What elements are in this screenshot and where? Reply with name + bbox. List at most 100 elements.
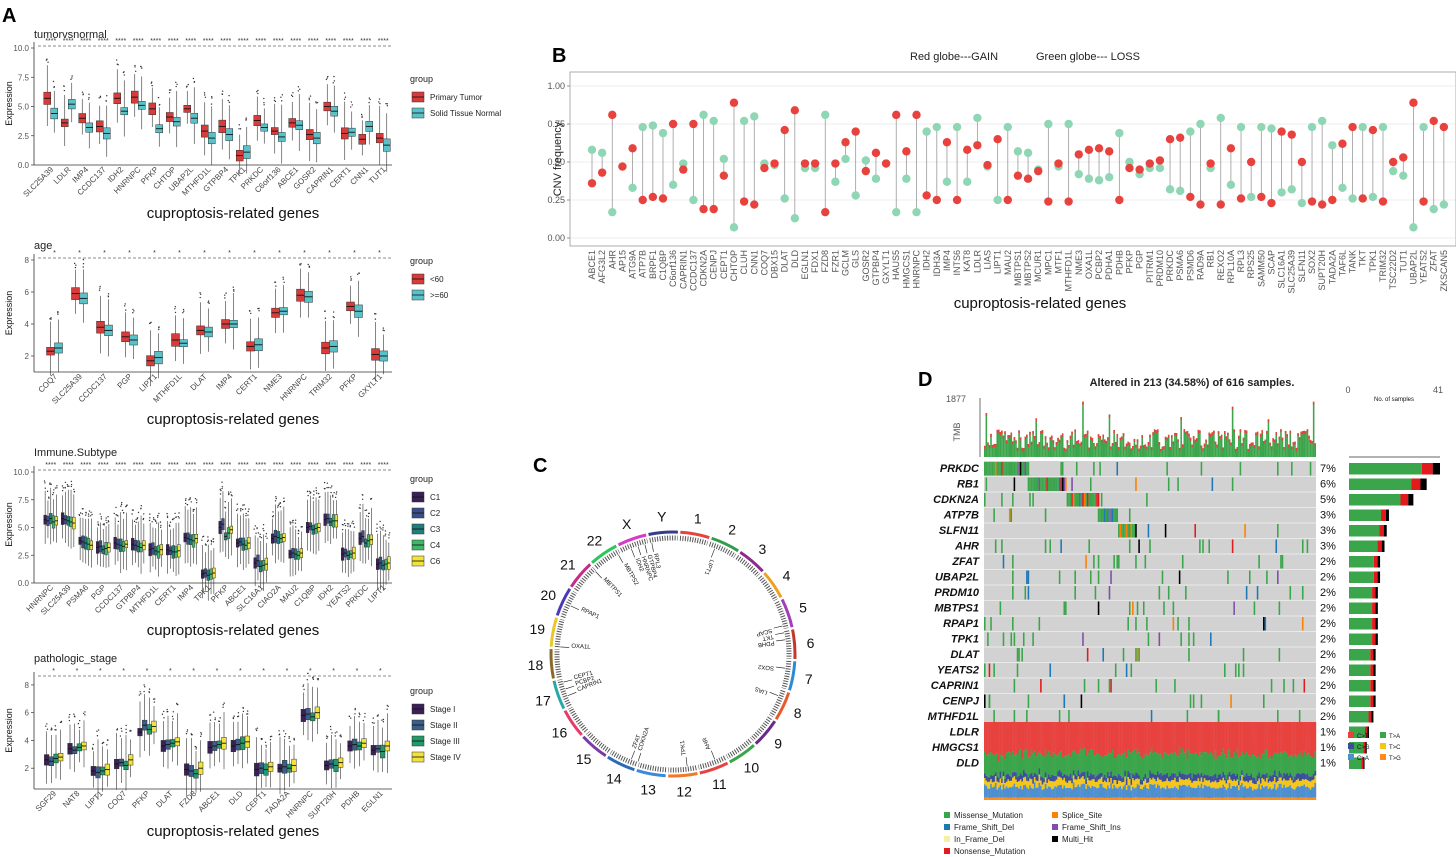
outlier-point	[70, 480, 73, 483]
significance-stars: *	[153, 250, 156, 257]
tmb-bar	[1061, 433, 1064, 457]
titv-segment	[1105, 755, 1108, 778]
tmb-bar	[1141, 435, 1143, 457]
titv-segment	[1277, 776, 1279, 782]
sample-count-bar-seg	[1372, 587, 1376, 599]
mutation-cell	[996, 462, 999, 476]
chromosome-label: 20	[541, 587, 557, 603]
titv-segment	[1161, 722, 1164, 759]
tmb-bar-top	[1105, 440, 1108, 444]
mutation-cell	[1075, 462, 1078, 476]
outlier-point	[70, 485, 73, 488]
titv-segment	[994, 753, 997, 773]
titv-segment	[1242, 722, 1245, 755]
outlier-point	[73, 713, 75, 715]
outlier-point	[210, 543, 213, 545]
outlier-point	[344, 96, 347, 98]
titv-segment	[1298, 755, 1301, 774]
outlier-point	[335, 491, 338, 493]
titv-segment	[1052, 775, 1055, 782]
titv-segment	[1127, 777, 1130, 786]
titv-segment	[1239, 776, 1242, 781]
tmb-bar	[1110, 446, 1112, 457]
tmb-bar-top	[1008, 435, 1011, 439]
significance-stars: ****	[273, 462, 284, 469]
significance-stars: ****	[45, 462, 56, 469]
titv-segment	[984, 773, 986, 779]
titv-segment	[1049, 722, 1052, 756]
outlier-point	[125, 724, 127, 727]
titv-segment	[1100, 722, 1103, 757]
mutation-cell	[1200, 694, 1203, 708]
significance-stars: *	[262, 668, 265, 675]
outlier-point	[148, 322, 151, 325]
outlier-point	[256, 727, 259, 729]
tmb-bar-top	[1255, 432, 1257, 436]
loss-point-psmd6	[1186, 127, 1195, 136]
x-tick-label: REXO2	[1216, 250, 1226, 281]
titv-segment	[1099, 778, 1102, 784]
ideogram-band	[560, 590, 578, 619]
outlier-point	[343, 92, 346, 94]
outlier-point	[107, 293, 110, 295]
outlier-point	[199, 292, 201, 294]
titv-segment	[996, 753, 999, 777]
gain-point-gls	[851, 127, 860, 136]
titv-segment	[1041, 797, 1044, 800]
outlier-point	[233, 290, 235, 292]
titv-segment	[1094, 797, 1097, 800]
tmb-bar-top	[1107, 437, 1109, 441]
titv-segment	[998, 782, 1000, 788]
titv-segment	[1082, 797, 1084, 800]
titv-segment	[1169, 753, 1172, 776]
tmb-bar-top	[1185, 431, 1187, 435]
tmb-bar	[1238, 435, 1240, 457]
titv-segment	[1263, 774, 1265, 780]
outlier-point	[57, 311, 59, 313]
titv-segment	[1024, 784, 1027, 798]
titv-segment	[1314, 775, 1317, 783]
tmb-bar	[1292, 442, 1295, 457]
x-tick-label: FZD8	[820, 250, 830, 273]
titv-segment	[1150, 773, 1153, 780]
titv-segment	[1273, 722, 1276, 753]
titv-segment	[1210, 751, 1212, 776]
tmb-bar-top	[1066, 440, 1069, 444]
titv-segment	[1186, 722, 1189, 760]
titv-segment	[1125, 797, 1128, 800]
outlier-point	[330, 487, 332, 489]
x-tick-label: NME3	[1074, 250, 1084, 275]
tmb-bar-top	[1256, 431, 1259, 435]
titv-segment	[1082, 749, 1084, 772]
titv-segment	[1046, 788, 1049, 798]
mutation-cell	[1027, 694, 1030, 708]
titv-segment	[1166, 797, 1169, 800]
loss-point-tsc22d2	[1388, 166, 1398, 176]
gain-point-mbtps2	[1023, 174, 1033, 183]
titv-segment	[1261, 778, 1264, 786]
tmb-bar-top	[1141, 435, 1143, 439]
titv-segment	[1068, 776, 1070, 781]
titv-segment	[1205, 780, 1208, 786]
outlier-point	[84, 711, 86, 713]
titv-segment	[1270, 797, 1273, 800]
titv-segment	[1026, 750, 1028, 775]
gene-tick	[618, 554, 624, 564]
titv-segment	[1019, 779, 1022, 786]
tmb-bar-top	[1030, 441, 1033, 445]
titv-segment	[1051, 781, 1053, 790]
titv-segment	[1122, 786, 1125, 799]
significance-stars: ****	[273, 38, 284, 45]
titv-segment	[1088, 797, 1091, 800]
outlier-point	[379, 102, 381, 105]
gain-point-caprin1	[679, 165, 688, 174]
titv-segment	[1238, 790, 1240, 798]
titv-segment	[1224, 786, 1226, 798]
tmb-bar-top	[1228, 439, 1231, 443]
outlier-point	[183, 310, 185, 312]
titv-segment	[1224, 722, 1226, 755]
titv-segment	[1069, 780, 1072, 788]
percent-label: 1%	[1320, 742, 1336, 754]
outlier-point	[107, 520, 110, 522]
gain-point-haus5	[892, 110, 901, 120]
